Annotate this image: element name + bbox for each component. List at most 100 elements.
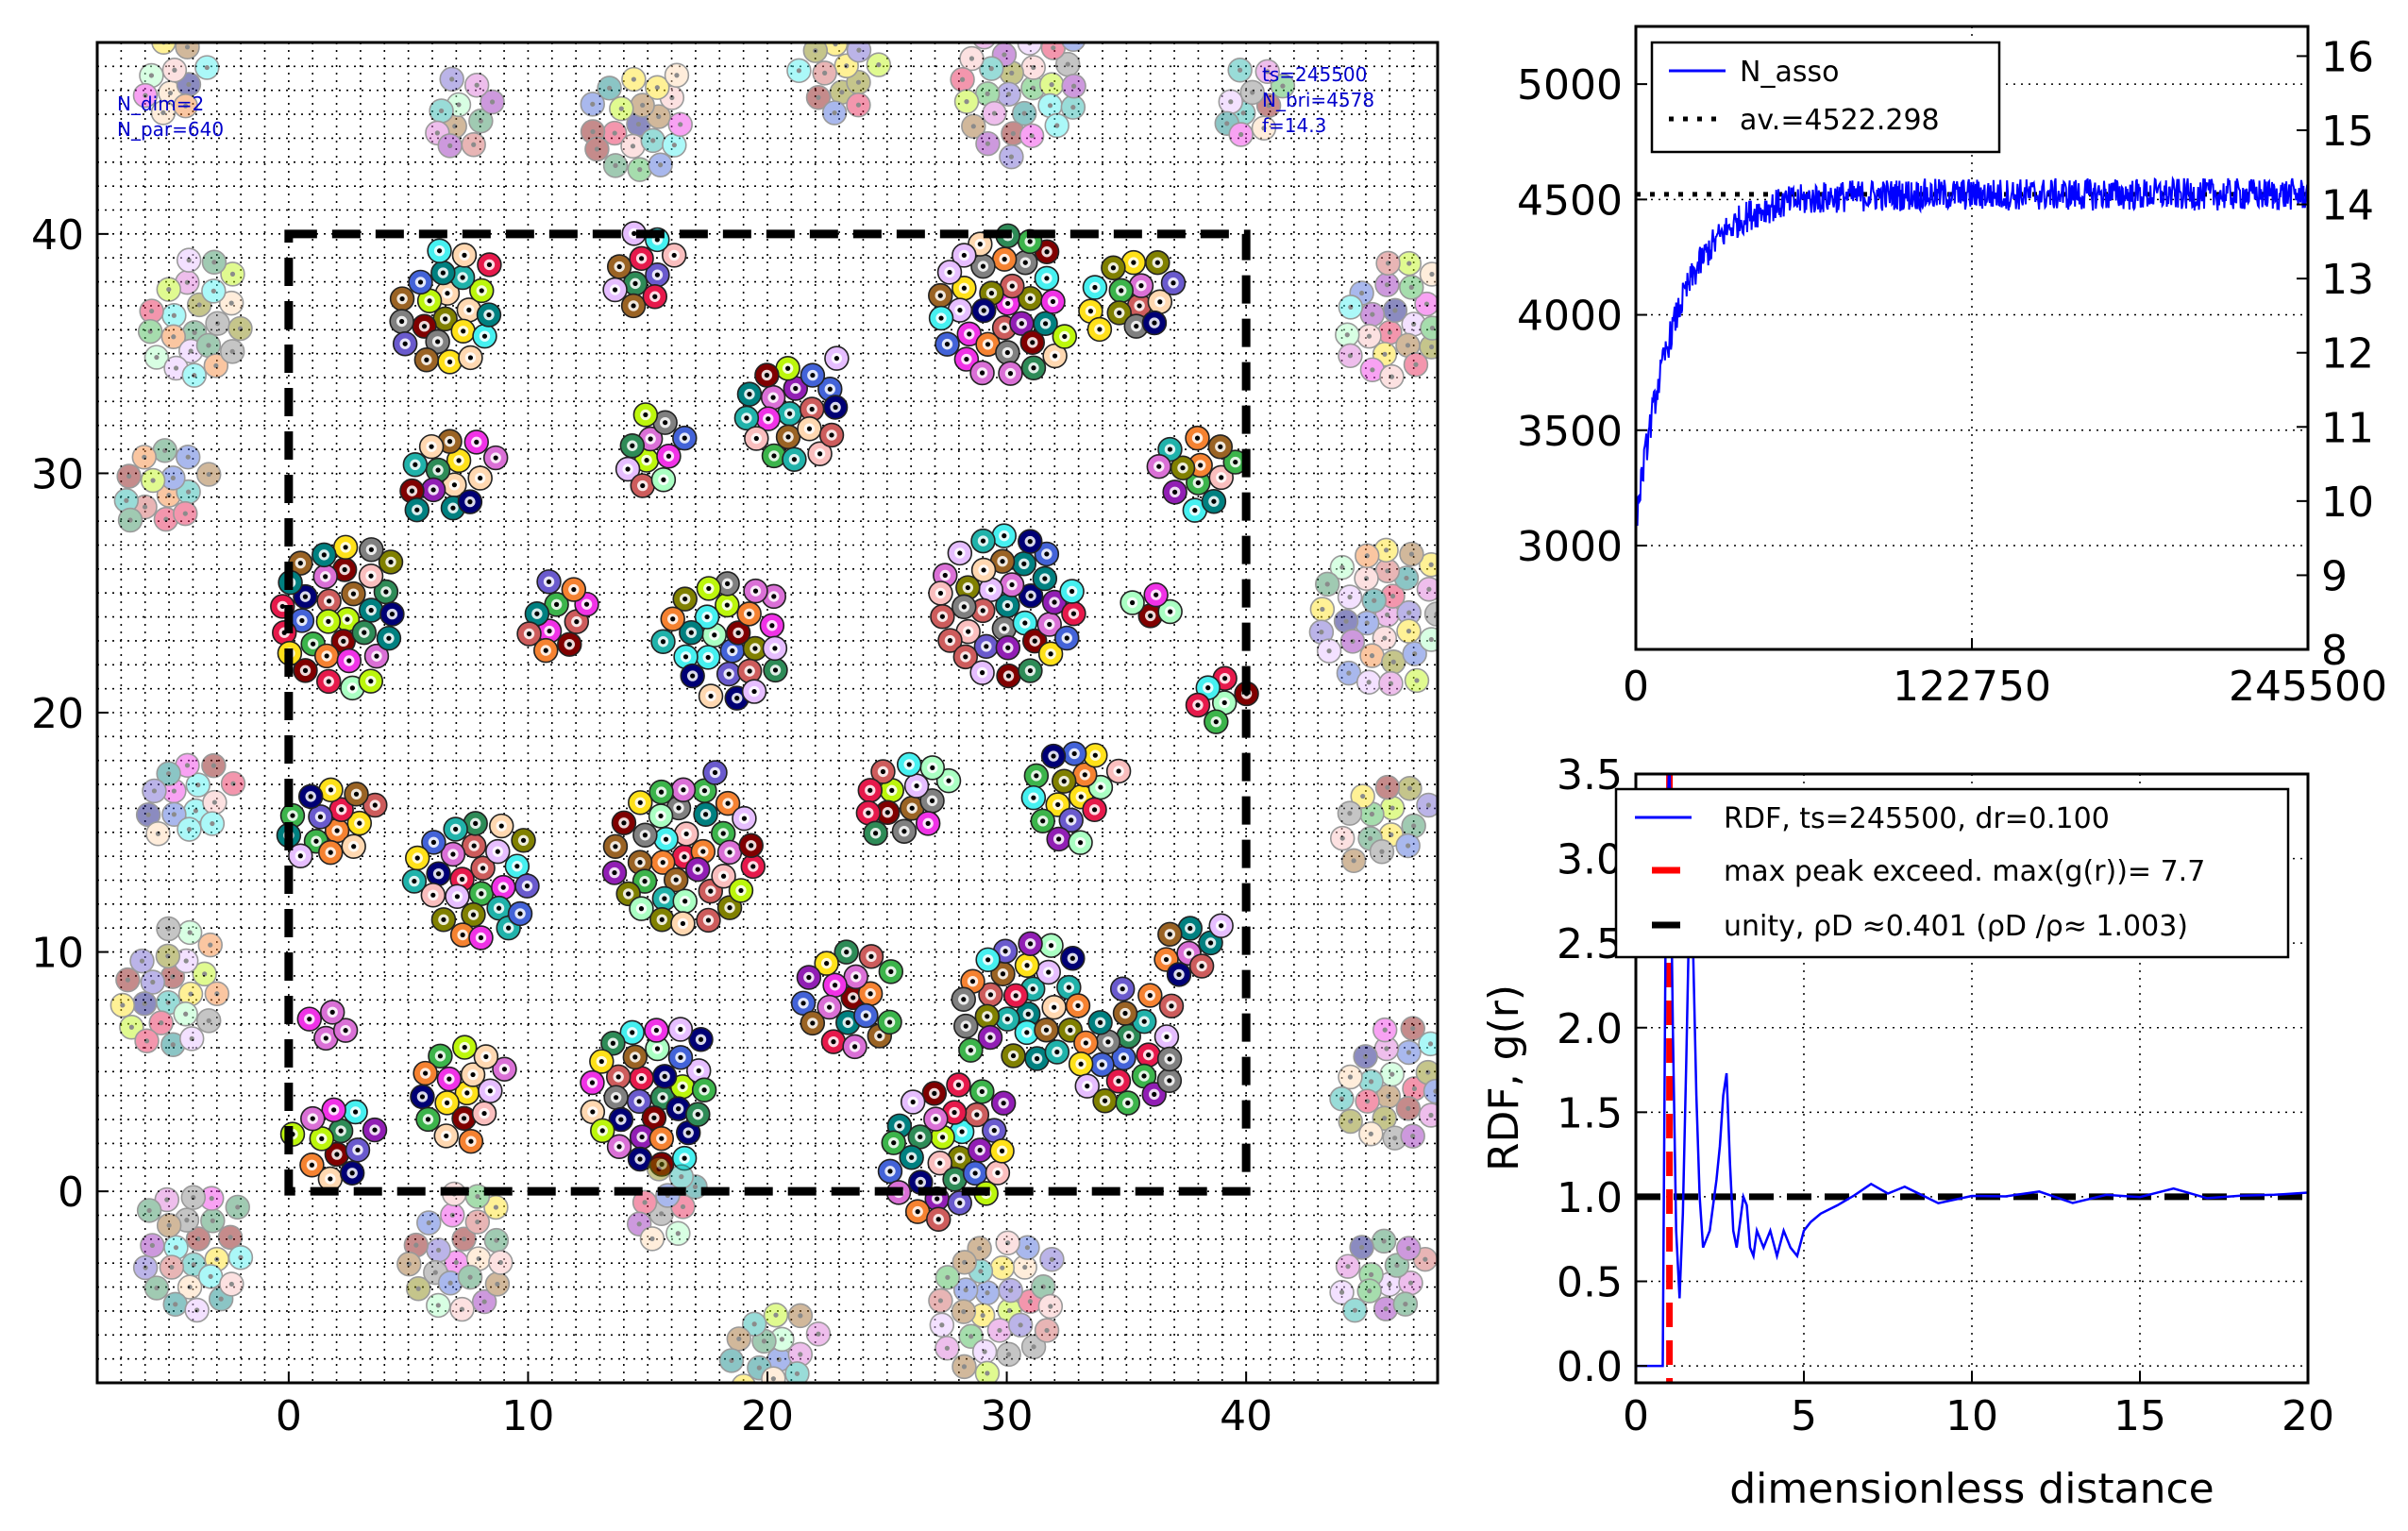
particle-center [479,891,484,897]
particle-center [705,917,712,923]
particle [192,961,217,987]
particle [437,133,463,159]
particle-center [185,454,191,460]
particle-center [947,637,953,644]
particle-center [685,1130,691,1136]
particle [999,60,1024,86]
particle [802,42,829,63]
particle-center [143,1038,150,1044]
particle-center [1382,351,1388,357]
particle-center [186,489,192,495]
particle-center [1366,680,1372,685]
particle-center [1389,805,1395,811]
particle-center [237,326,244,331]
particle-center [944,342,951,347]
particle-center [1069,588,1075,595]
particle-center [682,1155,687,1161]
particle [177,981,204,1007]
particle-center [1116,1078,1121,1084]
simulation-box-boundary [284,229,1251,1196]
particle-center [632,280,638,286]
particle-center [1388,681,1394,686]
particle [609,95,634,122]
particle [1419,334,1438,360]
particle-center [350,591,357,597]
particle [119,1015,144,1040]
particle [483,1227,510,1253]
particle-center [1382,1027,1388,1033]
particle-center [483,1053,489,1060]
periodic-image-cluster [132,42,220,126]
particle [646,104,672,129]
particle-center [937,590,944,597]
particle-center [1008,1287,1014,1293]
particle [1374,774,1401,800]
particle [177,1274,203,1300]
particle [181,362,207,388]
particle-center [449,76,455,82]
particle-center [656,113,662,120]
particle-center [727,850,733,855]
particle-center [453,826,459,833]
particle-center [674,73,680,78]
particle-center [1423,301,1430,307]
particle-center [1092,284,1098,291]
particle-center [1010,1052,1017,1059]
particle-center [1219,475,1224,480]
particle-center [1097,327,1103,332]
particle [1333,608,1359,634]
particle-center [1083,1040,1088,1046]
particle [181,1252,207,1277]
particle-center [213,362,219,369]
particle-center [142,454,147,460]
particle-center [206,471,211,478]
particle-center [1368,1271,1374,1277]
particle [1337,800,1363,826]
particle-center [456,102,462,108]
particle-center [1240,110,1246,116]
particle [156,1212,182,1238]
particle-center [461,1116,467,1121]
particle [998,1277,1023,1304]
particle-center [1406,843,1411,849]
particle-center [1141,1018,1147,1024]
particle [204,1246,229,1272]
particle-center [985,1290,990,1296]
annotation-n-dim: N_dim=2 [117,93,204,115]
particle-center [1047,103,1053,109]
particle-center [214,321,221,327]
particle-center [368,607,374,614]
particle-center [446,1076,452,1082]
particle-center [741,816,748,821]
particle-center [1319,630,1324,635]
particle [968,1258,994,1285]
particle [1340,848,1367,874]
particle-center [700,849,706,854]
particle [1015,1235,1040,1260]
particle [161,303,187,328]
particle [1414,291,1438,317]
particle-center [1392,1136,1398,1141]
particle-center [638,906,645,912]
particle-center [938,315,944,321]
x-tick-label: 20 [741,1392,794,1440]
particle-center [637,167,643,173]
particle-center [449,1212,455,1218]
periodic-image-cluster [786,42,892,126]
particle-center [1385,261,1391,266]
y-tick-label: 4500 [1517,177,1623,225]
particle-center [1126,1034,1132,1039]
particle-center [872,831,879,836]
particle-center [459,876,465,883]
particle [1214,110,1239,137]
timeseries-grid [1635,26,2309,649]
particle [664,62,690,88]
particle-center [183,958,189,964]
particle [1402,1076,1427,1102]
particle-center [806,426,813,431]
particle-center [1167,932,1172,937]
particle-center [435,467,441,473]
particle-center [1429,271,1435,278]
particle-center [889,787,895,793]
particle [1338,343,1363,369]
